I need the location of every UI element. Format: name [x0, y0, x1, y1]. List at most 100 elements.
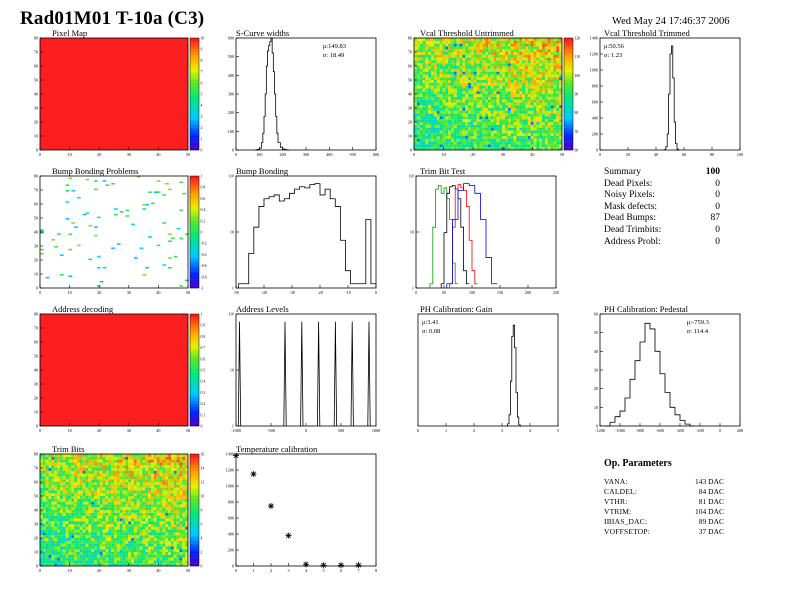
- heatmap-cell: [422, 122, 426, 125]
- heatmap-cell: [416, 40, 420, 44]
- heatmap-cell: [111, 543, 115, 547]
- heatmap-cell: [68, 177, 73, 179]
- heatmap-cell: [148, 507, 152, 511]
- color-scale-step: [564, 141, 573, 145]
- heatmap-cell: [485, 52, 489, 55]
- histogram-peak: [317, 321, 321, 427]
- heatmap-cell: [153, 563, 157, 567]
- heatmap-cell: [151, 459, 154, 463]
- heatmap-cell: [170, 473, 174, 477]
- heatmap-cell: [54, 470, 58, 474]
- heatmap-cell: [556, 91, 560, 95]
- heatmap-cell: [153, 521, 157, 525]
- heatmap-cell: [422, 96, 426, 100]
- heatmap-cell: [451, 57, 454, 61]
- heatmap-cell: [465, 127, 469, 131]
- heatmap-cell: [510, 88, 514, 92]
- heatmap-cell: [168, 490, 171, 494]
- heatmap-cell: [139, 493, 143, 497]
- heatmap-cell: [139, 470, 143, 474]
- heatmap-cell: [156, 484, 160, 488]
- heatmap-cell: [162, 501, 166, 505]
- heatmap-cell: [185, 554, 189, 558]
- heatmap-cell: [77, 479, 80, 483]
- heatmap-cell: [96, 563, 100, 567]
- heatmap-cell: [185, 470, 189, 474]
- heatmap-cell: [453, 116, 457, 120]
- summary-box: Summary 100 Dead Pixels: 0 Noisy Pixels: 0…: [604, 167, 720, 248]
- heatmap-cell: [539, 96, 543, 100]
- histogram-peak: [283, 321, 287, 427]
- heatmap-cell: [65, 479, 69, 483]
- heatmap-cell: [456, 57, 460, 61]
- heatmap-cell: [74, 515, 78, 519]
- heatmap-cell: [91, 479, 95, 483]
- heatmap-cell: [179, 493, 183, 497]
- heatmap-cell: [533, 141, 537, 145]
- heatmap-cell: [539, 108, 543, 111]
- heatmap-cell: [482, 127, 486, 131]
- heatmap-cell: [145, 546, 149, 550]
- heatmap-cell: [559, 80, 563, 83]
- heatmap-cell: [173, 476, 177, 480]
- heatmap-cell: [473, 77, 477, 81]
- heatmap-cell: [416, 52, 420, 55]
- heatmap-cell: [145, 498, 149, 502]
- heatmap-cell: [48, 515, 52, 519]
- heatmap-cell: [114, 512, 117, 516]
- heatmap-cell: [550, 52, 554, 55]
- color-scale-step: [190, 110, 199, 114]
- heatmap-cell: [465, 57, 469, 61]
- heatmap-cell: [159, 521, 163, 525]
- heatmap-cell: [445, 91, 449, 95]
- heatmap-cell: [136, 526, 140, 530]
- heatmap-cell: [119, 557, 123, 561]
- heatmap-cell: [436, 46, 440, 50]
- heatmap-cell: [479, 113, 483, 117]
- heatmap-cell: [79, 529, 83, 533]
- heatmap-cell: [510, 66, 514, 69]
- heatmap-cell: [465, 91, 469, 95]
- heatmap-cell: [82, 518, 86, 522]
- heatmap-cell: [119, 490, 123, 494]
- heatmap-cell: [499, 141, 503, 145]
- heatmap-cell: [165, 183, 169, 185]
- heatmap-cell: [493, 119, 497, 123]
- heatmap-cell: [116, 524, 120, 527]
- heatmap-cell: [133, 484, 137, 488]
- heatmap-cell: [488, 66, 491, 69]
- heatmap-cell: [544, 63, 548, 67]
- heatmap-cell: [414, 122, 417, 125]
- heatmap-cell: [479, 80, 483, 83]
- heatmap-cell: [470, 124, 474, 128]
- heatmap-cell: [71, 563, 75, 567]
- color-scale-label: 0.9: [201, 324, 206, 328]
- heatmap-cell: [550, 74, 554, 78]
- heatmap-cell: [544, 99, 548, 103]
- heatmap-cell: [111, 498, 115, 502]
- heatmap-cell: [119, 526, 123, 530]
- heatmap-cell: [156, 191, 161, 193]
- color-scale-step: [190, 496, 199, 499]
- heatmap-cell: [527, 133, 531, 137]
- plot-frame: [599, 313, 741, 427]
- heatmap-cell: [533, 144, 537, 148]
- heatmap-cell: [465, 122, 469, 125]
- heatmap-cell: [74, 476, 78, 480]
- heatmap-cell: [139, 484, 143, 488]
- y-tick-label: 70: [34, 326, 38, 331]
- heatmap-cell: [114, 552, 117, 555]
- heatmap-cell: [556, 60, 560, 64]
- heatmap-cell: [493, 147, 497, 151]
- heatmap-cell: [527, 68, 531, 72]
- heatmap-cell: [547, 133, 551, 137]
- heatmap-cell: [468, 52, 471, 55]
- heatmap-cell: [433, 85, 437, 89]
- heatmap-cell: [153, 510, 157, 513]
- color-scale-step: [564, 43, 573, 47]
- heatmap-cell: [182, 473, 186, 477]
- heatmap-cell: [182, 498, 186, 502]
- heatmap-cell: [496, 136, 500, 139]
- heatmap-cell: [482, 52, 486, 55]
- heatmap-cell: [59, 515, 63, 519]
